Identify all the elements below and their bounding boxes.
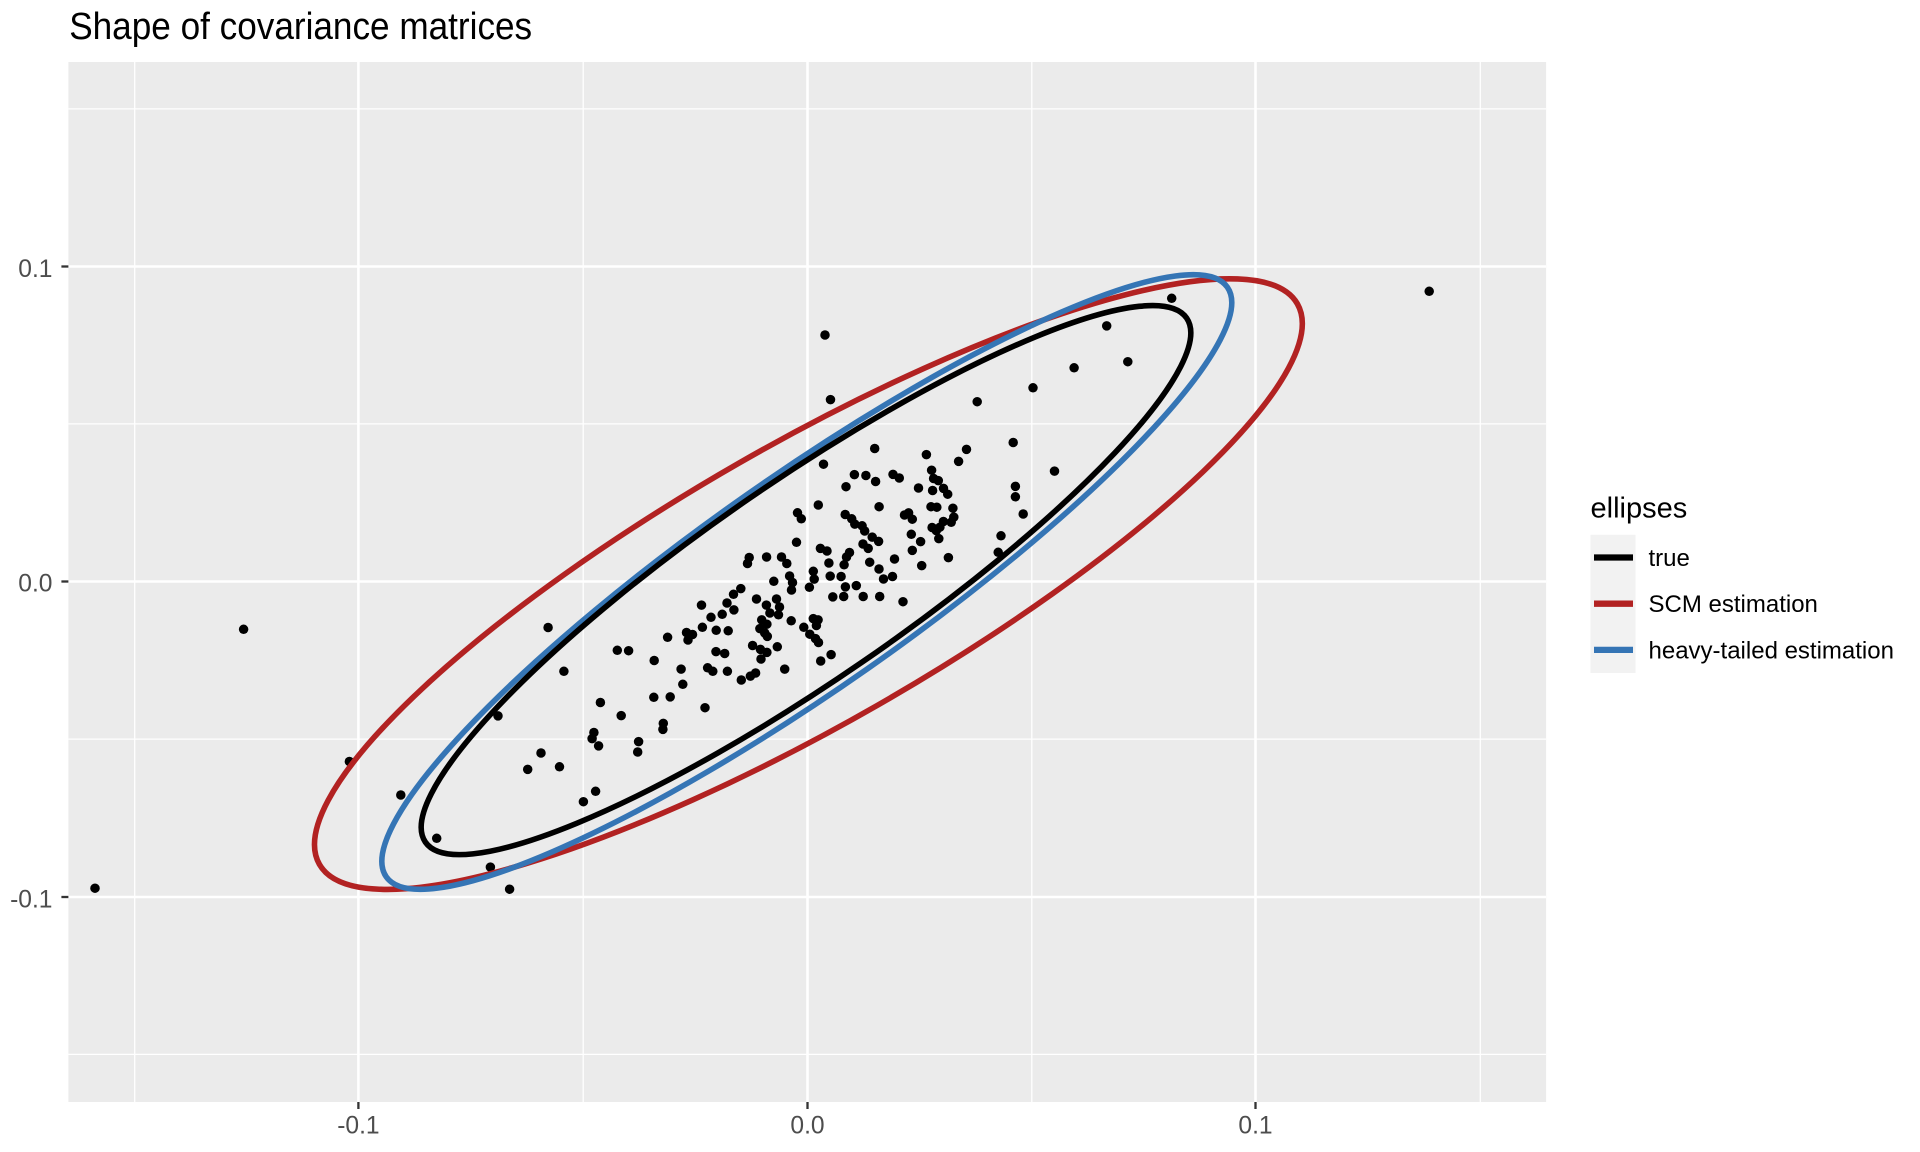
svg-text:true: true [1649,545,1690,572]
svg-text:ellipses: ellipses [1591,493,1688,525]
svg-text:-0.1: -0.1 [337,1113,379,1140]
svg-text:SCM estimation: SCM estimation [1649,591,1818,618]
svg-text:0.1: 0.1 [1238,1113,1272,1140]
svg-text:0.1: 0.1 [18,256,52,283]
svg-text:0.0: 0.0 [18,571,52,598]
svg-text:heavy-tailed estimation: heavy-tailed estimation [1649,637,1894,664]
svg-text:0.0: 0.0 [790,1113,824,1140]
svg-text:-0.1: -0.1 [10,886,52,913]
svg-text:Shape of covariance matrices: Shape of covariance matrices [69,5,532,48]
